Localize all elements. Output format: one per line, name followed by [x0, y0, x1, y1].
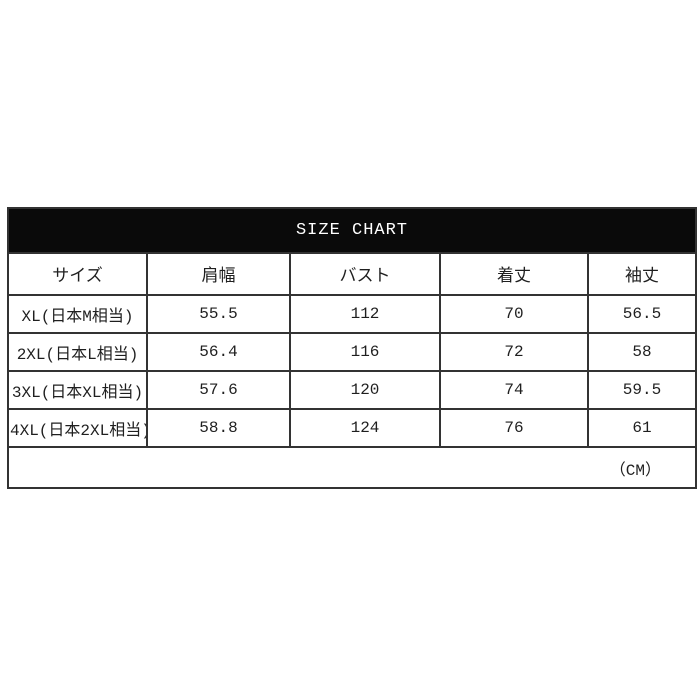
- column-header-bust: バスト: [289, 252, 441, 296]
- sleeve-value-cell: 59.5: [586, 370, 698, 410]
- bust-value-cell: 112: [289, 294, 441, 334]
- table-row: XL(日本M相当) 55.5 112 70 56.5: [7, 294, 698, 334]
- length-value-cell: 76: [439, 408, 589, 448]
- shoulder-value-cell: 55.5: [146, 294, 291, 334]
- length-value-cell: 72: [439, 332, 589, 372]
- size-label-cell: XL(日本M相当): [7, 294, 148, 334]
- chart-title: SIZE CHART: [6, 207, 698, 254]
- size-label-cell: 3XL(日本XL相当): [7, 370, 148, 410]
- bust-value-cell: 124: [289, 408, 441, 448]
- column-header-length: 着丈: [439, 252, 589, 296]
- bust-value-cell: 120: [289, 370, 441, 410]
- length-value-cell: 70: [439, 294, 589, 334]
- shoulder-value-cell: 56.4: [146, 332, 291, 372]
- sleeve-value-cell: 56.5: [586, 294, 698, 334]
- title-bar-row: SIZE CHART: [6, 207, 698, 254]
- bust-value-cell: 116: [289, 332, 441, 372]
- sleeve-value-cell: 58: [586, 332, 698, 372]
- size-chart-table: SIZE CHART サイズ 肩幅 バスト 着丈 袖丈 XL(日本M相当) 55…: [6, 207, 698, 489]
- table-row: 2XL(日本L相当) 56.4 116 72 58: [7, 332, 698, 372]
- sleeve-value-cell: 61: [586, 408, 698, 448]
- unit-note: （CM）: [6, 446, 698, 489]
- shoulder-value-cell: 57.6: [146, 370, 291, 410]
- table-row: 3XL(日本XL相当) 57.6 120 74 59.5: [7, 370, 698, 410]
- size-label-cell: 4XL(日本2XL相当): [7, 408, 148, 448]
- column-header-size: サイズ: [7, 252, 148, 296]
- column-header-shoulder: 肩幅: [146, 252, 291, 296]
- footer-row: （CM）: [6, 446, 698, 489]
- column-header-sleeve: 袖丈: [586, 252, 698, 296]
- length-value-cell: 74: [439, 370, 589, 410]
- size-label-cell: 2XL(日本L相当): [7, 332, 148, 372]
- table-row: 4XL(日本2XL相当) 58.8 124 76 61: [7, 408, 698, 448]
- shoulder-value-cell: 58.8: [146, 408, 291, 448]
- column-header-row: サイズ 肩幅 バスト 着丈 袖丈: [7, 252, 698, 296]
